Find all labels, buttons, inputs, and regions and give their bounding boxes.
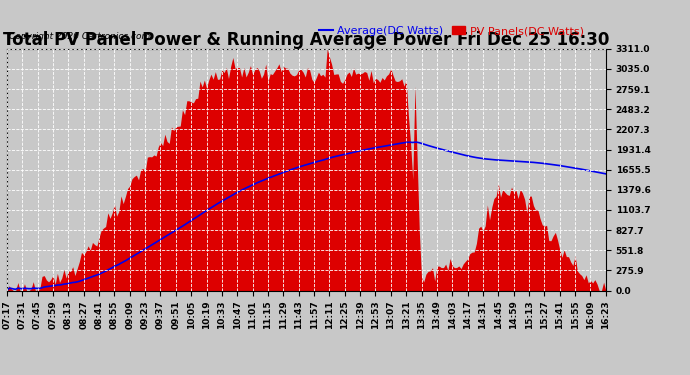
Text: Copyright 2020 Cartronics.com: Copyright 2020 Cartronics.com [9,32,150,41]
Legend: Average(DC Watts), PV Panels(DC Watts): Average(DC Watts), PV Panels(DC Watts) [315,22,589,40]
Title: Total PV Panel Power & Running Average Power Fri Dec 25 16:30: Total PV Panel Power & Running Average P… [3,31,609,49]
